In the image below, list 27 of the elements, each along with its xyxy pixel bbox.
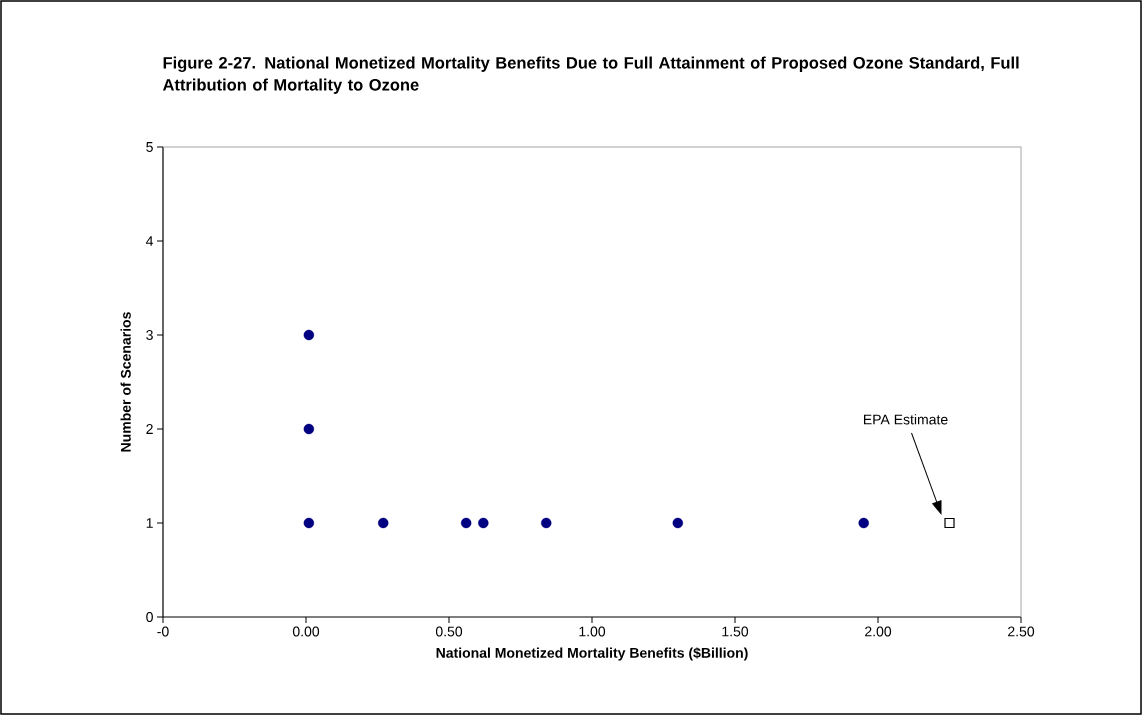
x-tick-label: 1.00 — [579, 626, 606, 637]
x-tick-label: 0.50 — [435, 626, 463, 637]
point — [541, 517, 552, 529]
annotation: EPA Estimate — [863, 414, 948, 425]
y-tick-label: 4 — [146, 236, 154, 246]
x-tick-label: 2.50 — [1008, 626, 1035, 637]
x-tick-label: 1.50 — [722, 626, 749, 637]
point — [460, 517, 472, 529]
point — [672, 517, 684, 529]
x-axis-title: National Monetized Mortality Benefits ($Billion) — [436, 647, 748, 661]
y-tick-label: 1 — [146, 518, 153, 528]
point — [478, 517, 489, 529]
x-tick-label: 2.00 — [865, 626, 892, 637]
y-tick-label: 3 — [146, 330, 153, 340]
point — [303, 517, 315, 529]
x-tick-label: 0.00 — [292, 626, 320, 637]
point — [944, 517, 955, 529]
y-tick-label: 0 — [146, 612, 153, 622]
chart-title: Figure 2-27. National Monetized Mortality Benefits Due to Full Attainment of Proposed Ozone Standard, Full Attribution of Mortality to Ozone — [162, 56, 1019, 94]
y-axis-title: Number of Scenarios — [120, 312, 131, 452]
point — [378, 517, 389, 529]
point — [303, 423, 315, 435]
y-tick-label: 5 — [146, 142, 153, 152]
x-tick-label: -0 — [157, 626, 169, 637]
point — [303, 329, 315, 341]
point — [858, 517, 869, 529]
y-tick-label: 2 — [146, 424, 153, 434]
